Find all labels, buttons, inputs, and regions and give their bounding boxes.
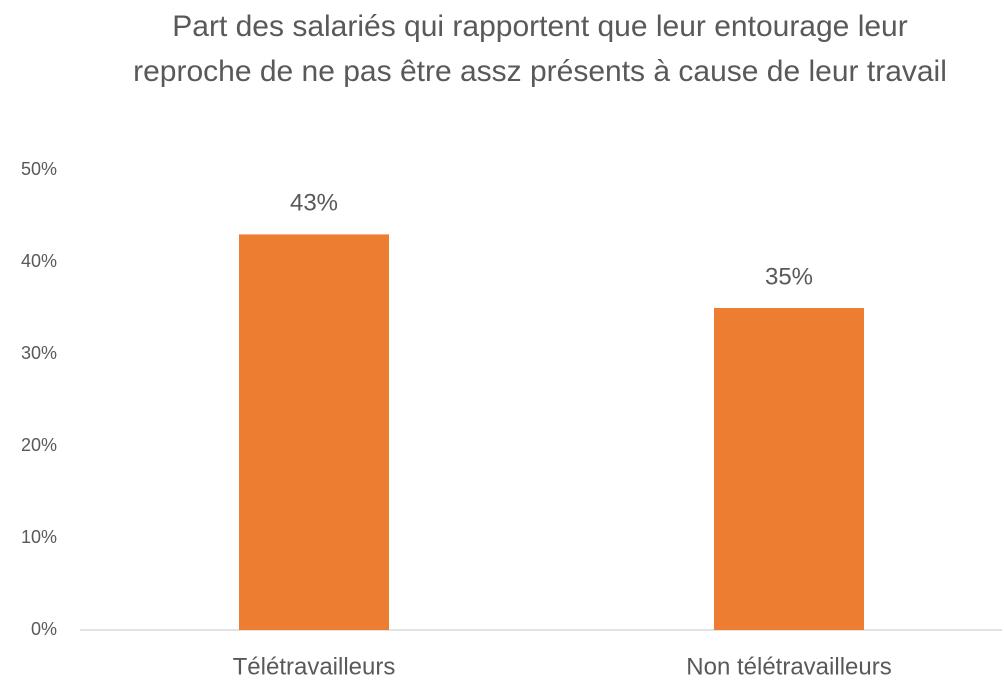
y-tick-label: 10% xyxy=(21,527,57,547)
y-tick-label: 20% xyxy=(21,435,57,455)
value-label: 35% xyxy=(765,263,813,290)
y-tick-label: 0% xyxy=(31,619,57,639)
y-tick-label: 30% xyxy=(21,343,57,363)
y-tick-label: 40% xyxy=(21,251,57,271)
y-tick-label: 50% xyxy=(21,159,57,179)
value-label: 43% xyxy=(290,190,338,217)
chart-title: Part des salariés qui rapportent que leu… xyxy=(133,10,947,88)
bar xyxy=(714,308,864,630)
x-tick-label: Non télétravailleurs xyxy=(686,653,891,680)
bar xyxy=(239,234,389,630)
x-tick-label: Télétravailleurs xyxy=(233,653,396,680)
